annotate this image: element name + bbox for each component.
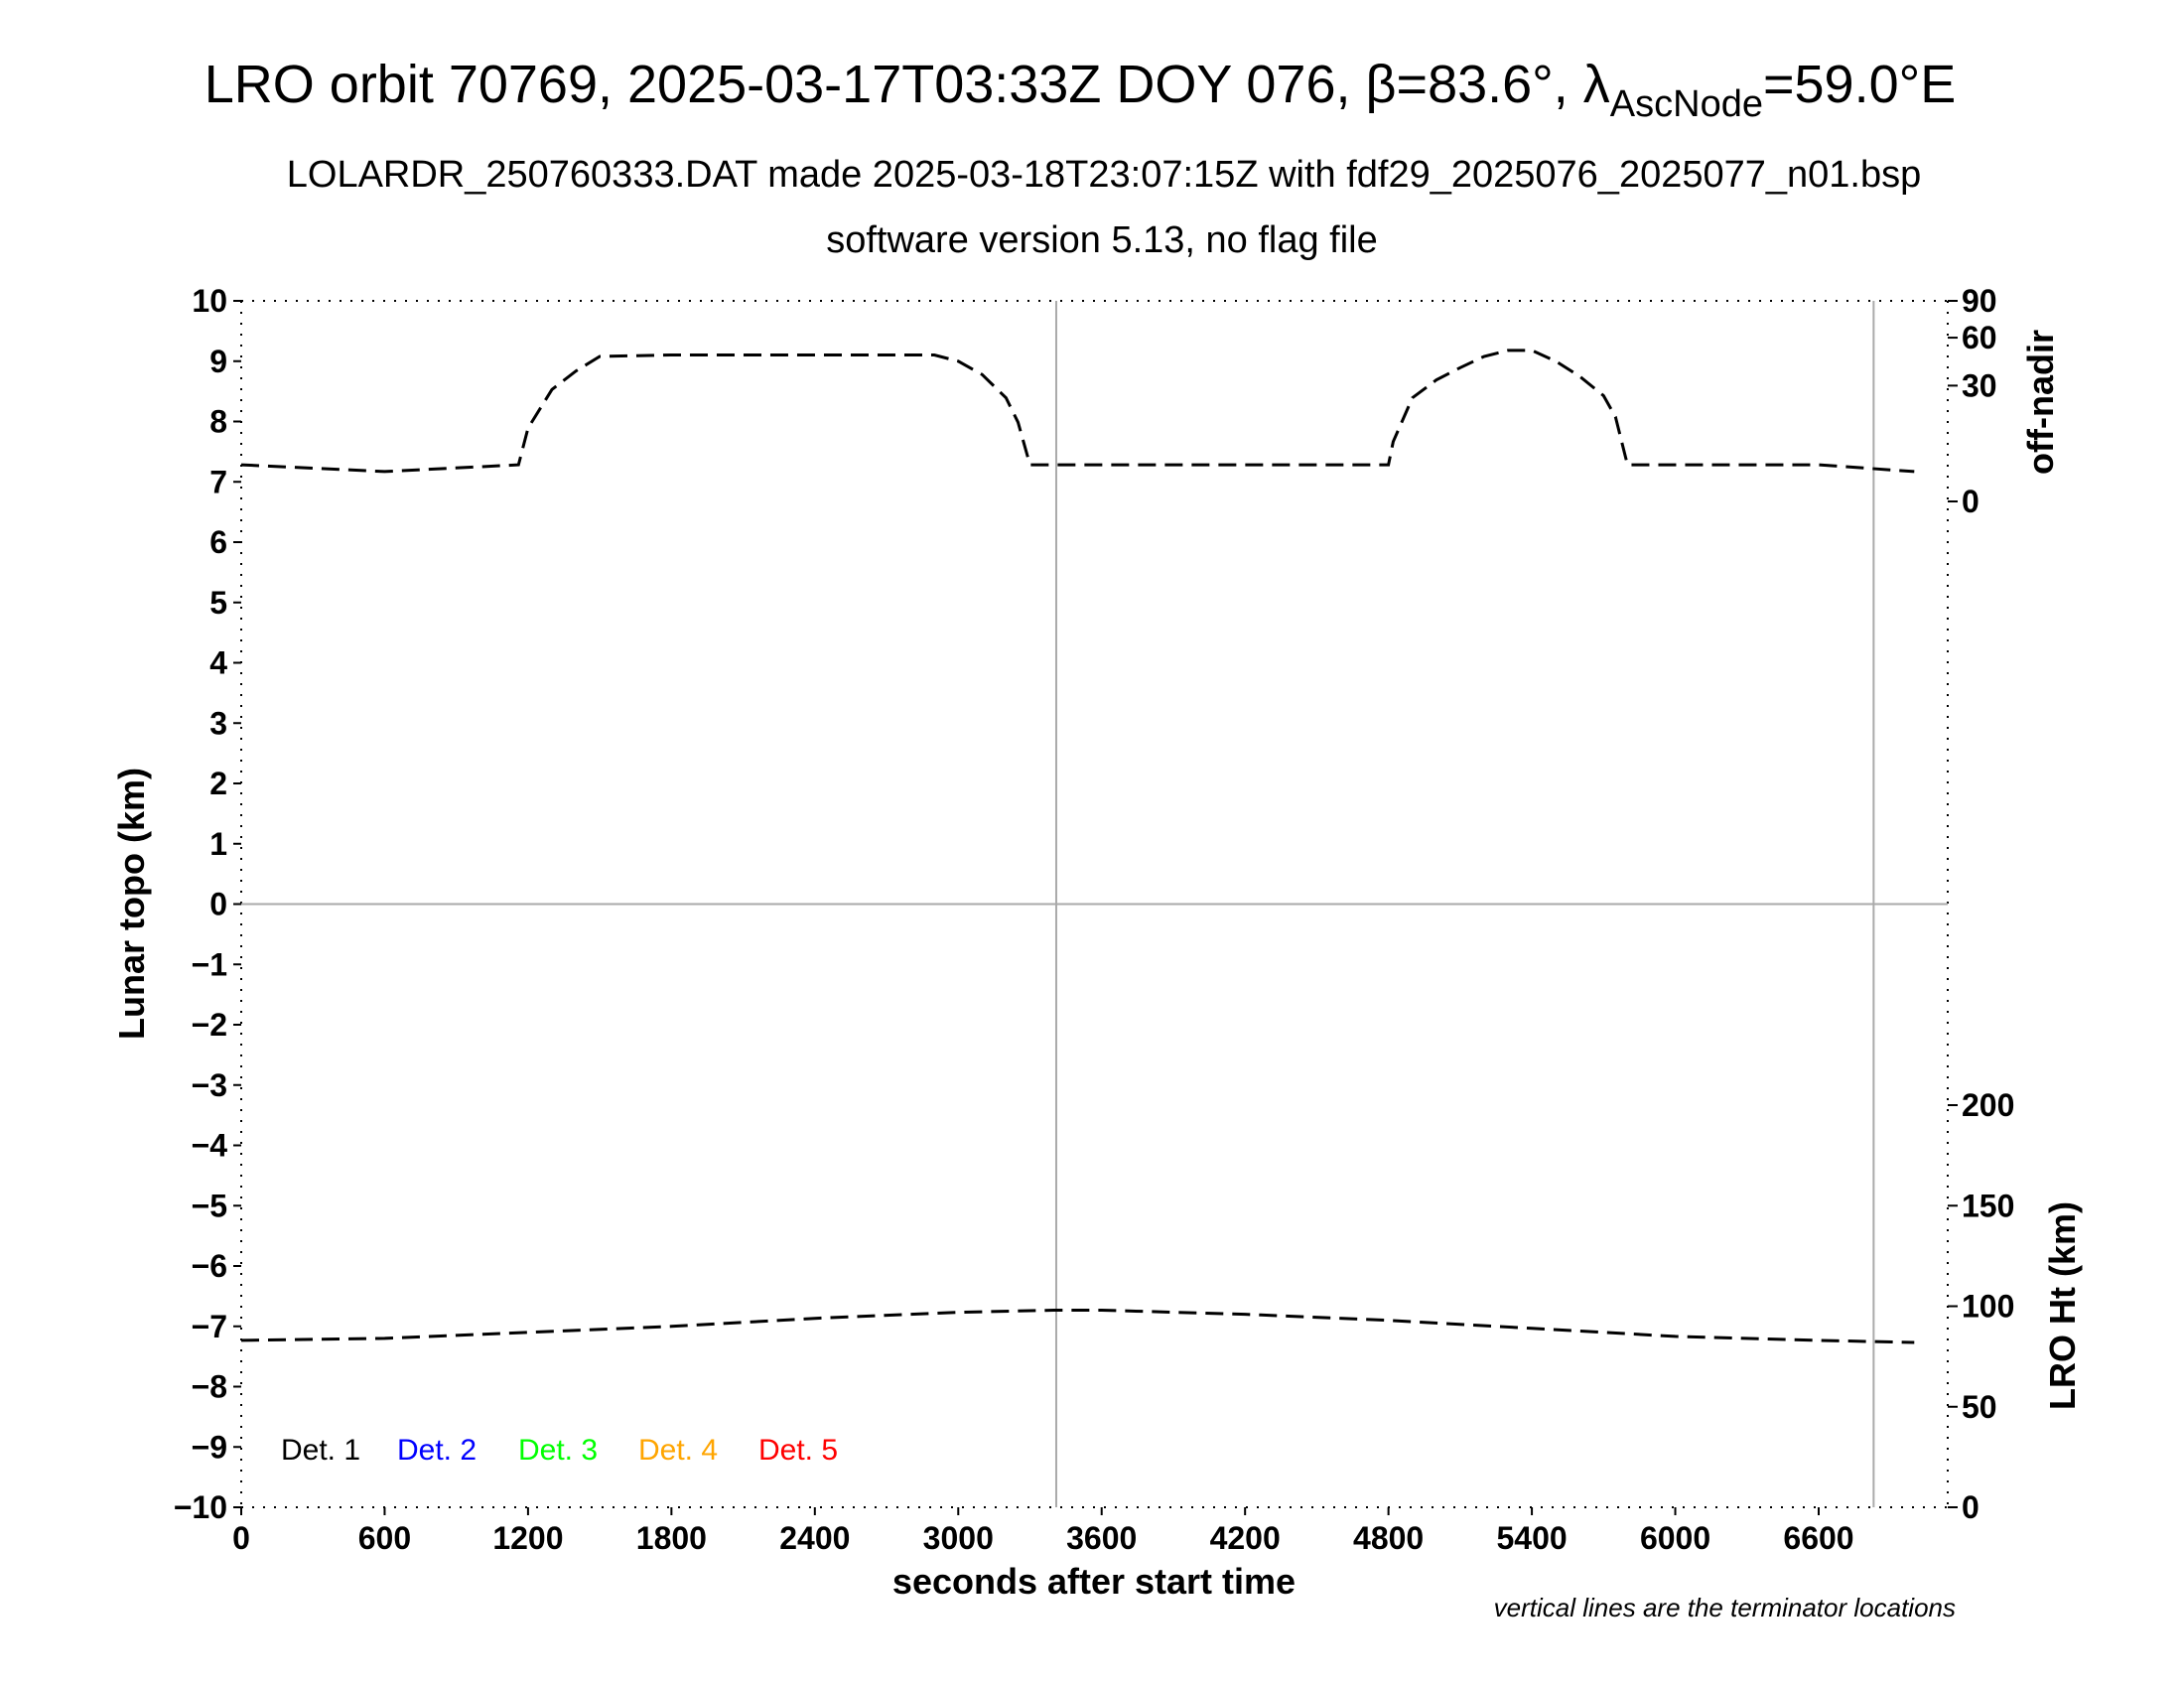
- lro-height-tick-label: 100: [1962, 1289, 2014, 1325]
- chart-subtitle-2: software version 5.13, no flag file: [826, 219, 1378, 261]
- y-tick-label: −1: [192, 946, 227, 982]
- y-tick-label: −2: [192, 1007, 227, 1043]
- off-nadir-series-line: [240, 349, 1915, 474]
- off-nadir-tick-label: 30: [1962, 367, 1997, 403]
- x-tick-label: 2400: [779, 1520, 850, 1556]
- y-axis-label: Lunar topo (km): [111, 768, 152, 1040]
- y-tick-label: 5: [209, 585, 227, 621]
- y-tick-label: 6: [209, 524, 227, 560]
- x-tick-label: 6600: [1783, 1520, 1853, 1556]
- lro-height-tick-label: 150: [1962, 1188, 2014, 1223]
- chart-subtitle: LOLARDR_250760333.DAT made 2025-03-18T23…: [287, 154, 1922, 196]
- lro-height-tick-label: 50: [1962, 1389, 1997, 1425]
- legend-item-det-1: Det. 1: [281, 1434, 360, 1467]
- lro-height-series-line: [240, 1309, 1915, 1344]
- x-tick-label: 3600: [1066, 1520, 1137, 1556]
- y-tick-label: 0: [209, 887, 227, 922]
- x-tick-label: 0: [232, 1520, 250, 1556]
- y-tick-label: −8: [192, 1369, 227, 1405]
- title-main-prefix: LRO orbit 70769, 2025-03-17T03:33Z DOY 0…: [205, 55, 1610, 114]
- lro-height-tick-label: 200: [1962, 1087, 2014, 1123]
- y-tick-label: −3: [192, 1067, 227, 1103]
- y-tick-label: 7: [209, 464, 227, 499]
- off-nadir-axis-label: off-nadir: [2020, 330, 2061, 475]
- chart-title: LRO orbit 70769, 2025-03-17T03:33Z DOY 0…: [205, 55, 1956, 261]
- y-tick-label: −5: [192, 1188, 227, 1223]
- y-tick-label: −6: [192, 1248, 227, 1284]
- x-axis-label: seconds after start time: [892, 1561, 1296, 1602]
- x-tick-label: 3000: [923, 1520, 994, 1556]
- series-layer: [240, 349, 1915, 1344]
- off-nadir-tick-label: 90: [1962, 283, 1997, 319]
- off-nadir-tick-label: 60: [1962, 320, 1997, 355]
- legend-item-det-5: Det. 5: [758, 1434, 838, 1467]
- legend-item-det-2: Det. 2: [397, 1434, 477, 1467]
- terminator-note: vertical lines are the terminator locati…: [1494, 1593, 1956, 1622]
- chart-grid: [240, 300, 1949, 1508]
- svg-text:LRO orbit 70769, 2025-03-17T03: LRO orbit 70769, 2025-03-17T03:33Z DOY 0…: [205, 55, 1956, 125]
- y-tick-label: −7: [192, 1309, 227, 1344]
- y-tick-label: 2: [209, 766, 227, 801]
- lro-height-axis-label: LRO Ht (km): [2042, 1201, 2083, 1410]
- y-tick-label: 4: [209, 645, 227, 681]
- y-tick-label: 3: [209, 705, 227, 741]
- y-tick-label: 10: [192, 283, 227, 319]
- y-tick-label: 9: [209, 344, 227, 379]
- title-main-subscript: AscNode: [1610, 83, 1763, 125]
- x-tick-label: 1200: [492, 1520, 563, 1556]
- x-tick-label: 6000: [1640, 1520, 1710, 1556]
- off-nadir-tick-label: 0: [1962, 484, 1979, 519]
- y-tick-label: −10: [174, 1489, 227, 1525]
- legend-item-det-3: Det. 3: [518, 1434, 598, 1467]
- x-tick-label: 600: [358, 1520, 411, 1556]
- title-main-suffix: =59.0°E: [1763, 55, 1956, 114]
- y-tick-label: −9: [192, 1429, 227, 1465]
- x-tick-label: 5400: [1496, 1520, 1567, 1556]
- lro-height-tick-label: 0: [1962, 1489, 1979, 1525]
- x-tick-label: 4800: [1353, 1520, 1424, 1556]
- x-tick-label: 1800: [636, 1520, 707, 1556]
- legend-item-det-4: Det. 4: [638, 1434, 718, 1467]
- y-tick-label: −4: [192, 1128, 228, 1164]
- x-tick-label: 4200: [1210, 1520, 1281, 1556]
- y-tick-label: 8: [209, 404, 227, 440]
- y-tick-label: 1: [209, 826, 227, 862]
- legend: Det. 1 Det. 2 Det. 3 Det. 4 Det. 5: [281, 1434, 838, 1467]
